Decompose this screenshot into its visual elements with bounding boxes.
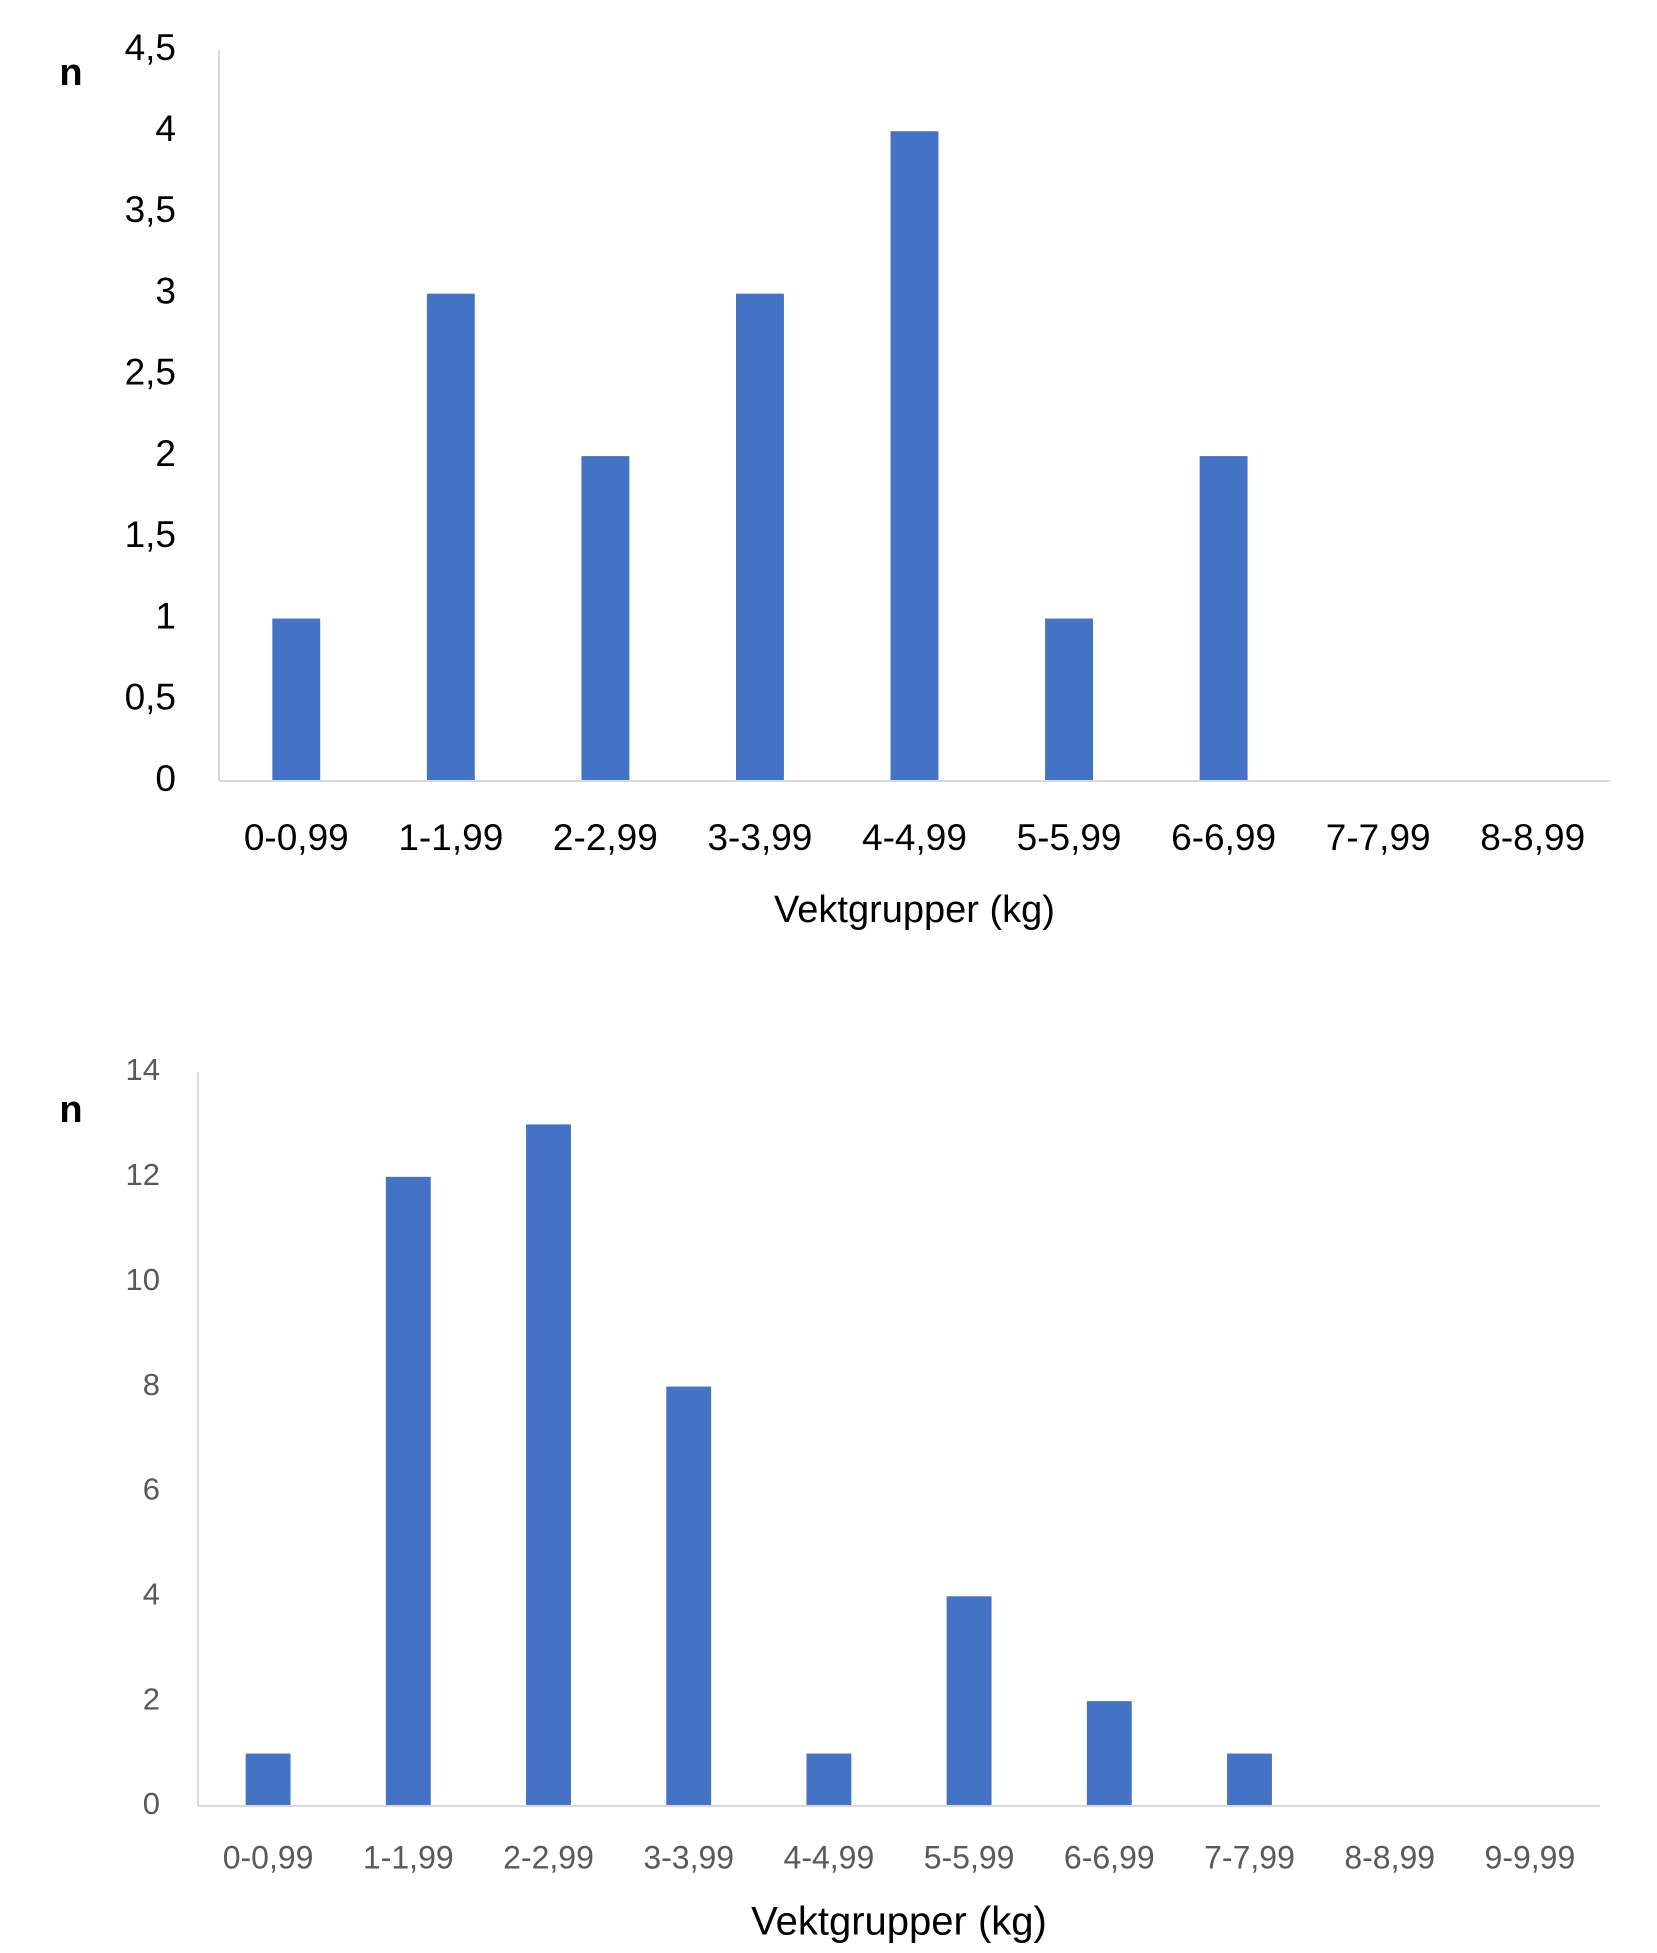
y-tick-label: 3,5 — [125, 189, 176, 230]
x-tick-label: 7-7,99 — [1204, 1839, 1295, 1875]
y-tick-label: 2 — [143, 1681, 160, 1716]
bar — [245, 1753, 291, 1806]
y-tick-label: 0 — [143, 1786, 160, 1821]
bar — [806, 1753, 852, 1806]
x-tick-label: 0-0,99 — [223, 1839, 314, 1875]
bar — [1045, 618, 1094, 781]
x-tick-label: 6-6,99 — [1064, 1839, 1155, 1875]
x-tick-label: 9-9,99 — [1485, 1839, 1576, 1875]
x-tick-label: 5-5,99 — [924, 1839, 1015, 1875]
bar — [385, 1176, 431, 1806]
y-axis-title: n — [59, 52, 82, 94]
y-tick-label: 1,5 — [125, 514, 176, 555]
y-tick-label: 1 — [155, 595, 176, 636]
bar — [426, 293, 475, 781]
y-tick-label: 2,5 — [125, 352, 176, 393]
x-tick-label: 6-6,99 — [1171, 817, 1276, 858]
y-tick-label: 2 — [155, 433, 176, 474]
bar — [1199, 456, 1248, 781]
x-tick-label: 2-2,99 — [503, 1839, 594, 1875]
y-tick-label: 6 — [143, 1472, 160, 1507]
bar — [1086, 1701, 1132, 1806]
y-tick-label: 4 — [155, 108, 176, 149]
y-tick-label: 12 — [126, 1157, 160, 1192]
bar — [946, 1596, 992, 1806]
bar — [666, 1386, 712, 1806]
x-axis-title: Vektgrupper (kg) — [751, 1900, 1047, 1944]
x-tick-label: 4-4,99 — [862, 817, 967, 858]
y-tick-label: 0,5 — [125, 677, 176, 718]
x-tick-label: 1-1,99 — [398, 817, 503, 858]
y-tick-label: 0 — [155, 758, 176, 799]
y-tick-label: 3 — [155, 270, 176, 311]
y-tick-label: 14 — [126, 1052, 160, 1087]
bar — [526, 1124, 571, 1806]
bar — [581, 456, 630, 781]
bar — [272, 618, 321, 781]
bar — [890, 131, 939, 781]
y-axis-title: n — [59, 1089, 82, 1131]
y-tick-label: 4 — [143, 1576, 160, 1611]
x-tick-label: 7-7,99 — [1326, 817, 1431, 858]
x-tick-label: 3-3,99 — [707, 817, 812, 858]
x-tick-label: 8-8,99 — [1480, 817, 1585, 858]
bar — [735, 293, 784, 781]
x-tick-label: 4-4,99 — [784, 1839, 875, 1875]
x-axis-title: Vektgrupper (kg) — [774, 889, 1055, 931]
x-tick-label: 0-0,99 — [244, 817, 349, 858]
x-tick-label: 2-2,99 — [553, 817, 658, 858]
y-tick-label: 10 — [126, 1262, 160, 1297]
y-tick-label: 8 — [143, 1367, 160, 1402]
y-tick-label: 4,5 — [125, 27, 176, 68]
bar — [1227, 1753, 1272, 1806]
x-tick-label: 3-3,99 — [643, 1839, 734, 1875]
x-tick-label: 5-5,99 — [1017, 817, 1122, 858]
x-tick-label: 1-1,99 — [363, 1839, 454, 1875]
x-tick-label: 8-8,99 — [1344, 1839, 1435, 1875]
